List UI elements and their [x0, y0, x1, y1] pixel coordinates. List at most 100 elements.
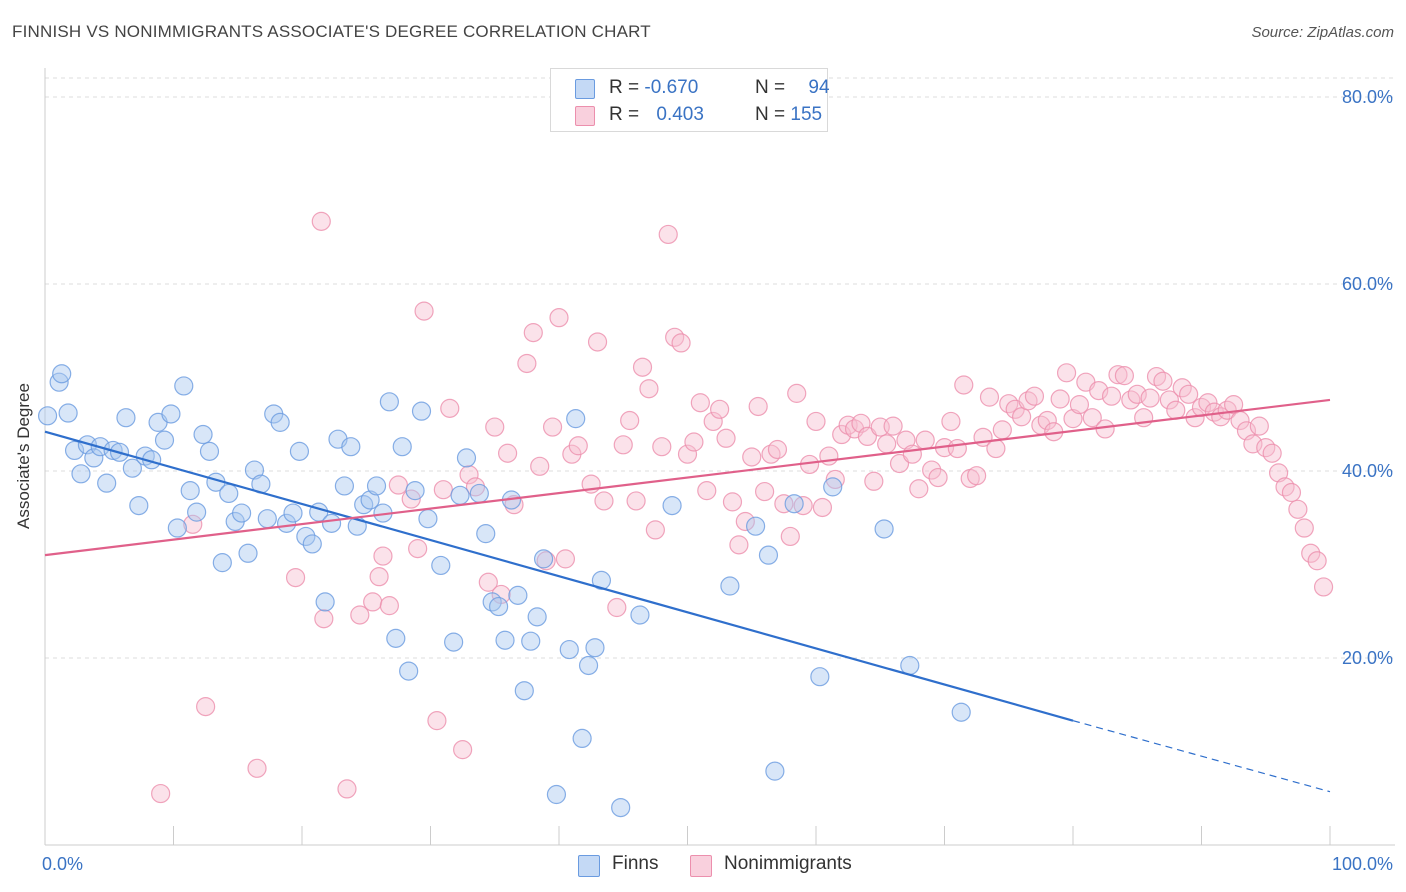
finns-point [450, 485, 470, 505]
finns-point [585, 638, 605, 658]
nonimmigrants-point [690, 393, 710, 413]
finns-point [283, 503, 303, 523]
legend-label-finns: Finns [612, 853, 659, 874]
nonimmigrants-point [369, 567, 389, 587]
finns-point [244, 460, 265, 480]
nonimmigrants-point [1024, 386, 1045, 406]
nonimmigrants-point [632, 357, 653, 377]
finns-point [495, 630, 515, 650]
finns-point [219, 483, 239, 504]
finns-point [746, 516, 766, 536]
nonimmigrants-point [774, 494, 794, 514]
finns-point [784, 494, 804, 514]
nonimmigrants-point [658, 224, 678, 245]
nonimmigrants-point [408, 539, 428, 559]
nonimmigrants-point [1153, 371, 1173, 391]
finns-point [193, 424, 213, 445]
nonimmigrants-point [915, 430, 935, 450]
finns-point [546, 784, 567, 805]
finns-point [431, 555, 451, 576]
nonimmigrants-point [716, 428, 736, 448]
nonimmigrants-point [889, 453, 910, 474]
nonimmigrants-point [639, 379, 659, 399]
finns-point [508, 585, 528, 605]
nonimmigrants-point [1063, 409, 1083, 429]
nonimmigrants-point [414, 301, 434, 321]
nonimmigrants-point [684, 432, 704, 452]
finns-point [521, 631, 541, 651]
finns-point [276, 513, 297, 533]
finns-point [296, 526, 316, 547]
finns-point [52, 364, 72, 384]
nonimmigrants-point [568, 436, 588, 456]
finns-point [238, 543, 258, 563]
nonimmigrants-point [440, 398, 460, 418]
finns-point [489, 596, 509, 617]
finns-point [302, 534, 322, 554]
nonimmigrants-point [498, 443, 518, 463]
nonimmigrants-point [941, 411, 961, 432]
finns-point [720, 576, 740, 596]
nonimmigrants-point [1198, 393, 1218, 413]
nonimmigrants-point [652, 437, 672, 457]
nonimmigrants-point [379, 596, 399, 616]
finns-point [71, 464, 91, 484]
nonimmigrants-point [954, 375, 974, 395]
finns-point [392, 437, 412, 457]
nonimmigrants-point [337, 779, 357, 799]
legend-n-value: 155 [790, 104, 823, 125]
finns-point [630, 605, 650, 625]
nonimmigrants-point [196, 697, 216, 717]
finns-point [514, 681, 534, 701]
legend-r-value: 0.403 [656, 104, 704, 125]
nonimmigrants-point [247, 758, 267, 778]
nonimmigrants-point [780, 526, 800, 547]
nonimmigrants-point [703, 411, 723, 432]
y-tick-label: 40.0% [1342, 461, 1393, 481]
chart-title: FINNISH VS NONIMMIGRANTS ASSOCIATE'S DEG… [12, 22, 651, 41]
nonimmigrants-point [1281, 482, 1302, 503]
finns-point [129, 495, 149, 516]
nonimmigrants-point [478, 572, 498, 592]
nonimmigrants-point [485, 417, 505, 437]
finns-point [84, 448, 104, 468]
finns-point [456, 448, 477, 468]
finns-point [199, 441, 220, 461]
nonimmigrants-point [1037, 410, 1057, 431]
nonimmigrants-point [742, 447, 762, 467]
finns-point [212, 553, 232, 573]
legend-n-value: 94 [808, 77, 830, 98]
finns-point [874, 519, 894, 539]
nonimmigrants-point [388, 475, 408, 495]
nonimmigrants-point [1249, 416, 1269, 436]
finns-point [469, 483, 489, 504]
nonimmigrants-point [1108, 365, 1128, 385]
nonimmigrants-point [896, 430, 916, 450]
finns-point [823, 477, 843, 497]
finns-point [334, 476, 355, 496]
nonimmigrants-point [754, 481, 775, 502]
nonimmigrants-point [350, 605, 370, 625]
nonimmigrants-point [947, 438, 967, 459]
nonimmigrants-point [587, 332, 608, 352]
finns-point [58, 403, 78, 423]
nonimmigrants-point [1101, 386, 1122, 406]
nonimmigrants-point [1159, 390, 1179, 410]
nonimmigrants-point [1262, 443, 1282, 463]
finns-point [289, 441, 310, 461]
legend-n-label: N = [755, 104, 786, 125]
finns-point [315, 592, 335, 612]
finns-point [187, 502, 207, 522]
nonimmigrants-point [1243, 434, 1263, 454]
finns-point [411, 401, 432, 421]
finns-point [810, 667, 830, 687]
finns-point [662, 495, 682, 516]
nonimmigrants-point [671, 333, 691, 353]
nonimmigrants-point [902, 444, 922, 464]
finns-point [116, 408, 136, 428]
nonimmigrants-point [1069, 395, 1090, 415]
y-tick-label: 60.0% [1342, 274, 1393, 294]
y-axis-label: Associate's Degree [14, 383, 33, 529]
nonimmigrants-point [373, 546, 393, 566]
finns-point [559, 639, 579, 660]
